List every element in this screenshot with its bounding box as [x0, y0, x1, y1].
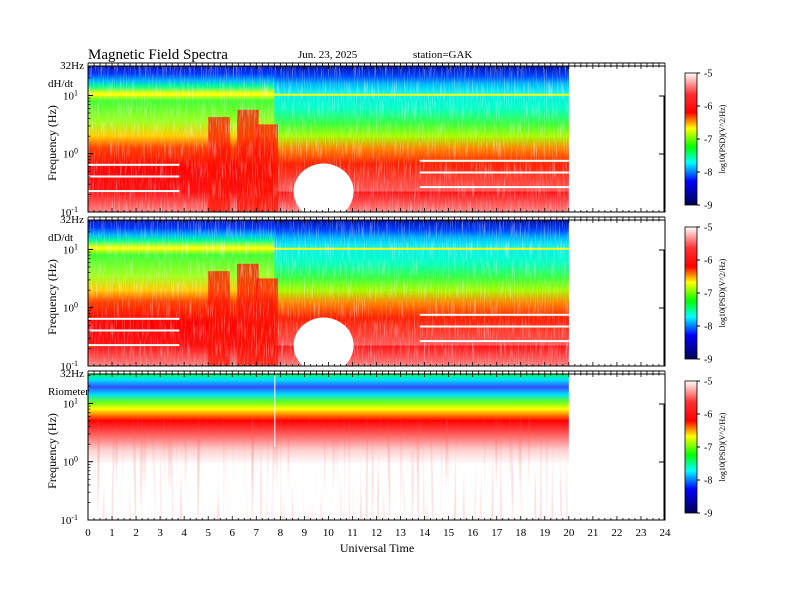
colorbar-tick-label: -6 [704, 102, 712, 113]
colorbar-tick-label: -6 [704, 410, 712, 421]
ytick-label: 101 [63, 396, 78, 410]
spectrogram-image [88, 374, 569, 520]
top-frequency-label: 32Hz [60, 60, 84, 72]
noise-texture [88, 66, 569, 212]
colorbar-tick-label: -7 [704, 135, 712, 146]
xtick-label: 12 [371, 527, 382, 539]
ytick-label: 100 [63, 455, 78, 469]
xtick-label: 14 [419, 527, 431, 539]
xtick-label: 20 [563, 527, 575, 539]
panel-name: Riometer [48, 386, 89, 398]
xtick-label: 4 [181, 527, 187, 539]
xtick-label: 2 [133, 527, 139, 539]
xtick-label: 8 [278, 527, 284, 539]
y-axis-label: Frequency (Hz) [45, 259, 59, 335]
xtick-label: 23 [635, 527, 647, 539]
panel-name: dH/dt [48, 78, 73, 90]
xtick-label: 17 [491, 527, 503, 539]
y-axis-label: Frequency (Hz) [45, 105, 59, 181]
xtick-label: 22 [611, 527, 622, 539]
spectrogram-image [88, 220, 569, 374]
xtick-label: 24 [660, 527, 672, 539]
x-axis: 0 1 2 3 4 5 6 7 8 9 10 11 12 13 14 15 16 17 18 19 20 21 22 23 24 [85, 527, 671, 539]
colorbar-tick-label: -9 [704, 201, 712, 212]
colorbar [684, 380, 698, 514]
ytick-label: 100 [63, 301, 78, 315]
ytick-label: 10-1 [60, 513, 78, 527]
colorbar-tick-label: -8 [704, 322, 712, 333]
noise-texture [88, 220, 569, 366]
spectrogram-image [88, 66, 569, 220]
noise-streaks [88, 417, 569, 520]
xtick-label: 0 [85, 527, 91, 539]
xtick-label: 18 [515, 527, 527, 539]
colorbar-tick-label: -8 [704, 168, 712, 179]
colorbar-tick-label: -5 [704, 69, 712, 80]
x-axis-label: Universal Time [340, 541, 414, 555]
colorbar-tick-label: -7 [704, 443, 712, 454]
xtick-label: 19 [539, 527, 551, 539]
ytick-label: 101 [63, 242, 78, 256]
y-axis-label: Frequency (Hz) [45, 413, 59, 489]
colorbar-tick-label: -7 [704, 289, 712, 300]
xtick-label: 16 [467, 527, 479, 539]
ytick-label: 100 [63, 147, 78, 161]
colorbar [684, 72, 698, 206]
colorbar-tick-label: -9 [704, 355, 712, 366]
colorbar-tick-label: -8 [704, 476, 712, 487]
station-label: station=GAK [413, 49, 472, 61]
top-frequency-label: 32Hz [60, 368, 84, 380]
panel-riometer: 32Hz Riometer Frequency (Hz) 101 100 10-1 -5 -6… [45, 368, 727, 527]
colorbar-tick-label: -6 [704, 256, 712, 267]
xtick-label: 7 [254, 527, 260, 539]
colorbar-tick-label: -5 [704, 377, 712, 388]
xtick-label: 1 [109, 527, 115, 539]
xtick-label: 21 [587, 527, 598, 539]
colorbar-tick-label: -9 [704, 509, 712, 520]
colorbar-label: log10(PSD)(V^2/Hz) [718, 104, 727, 173]
panel-name: dD/dt [48, 232, 73, 244]
data-gap-line [274, 374, 276, 447]
figure-title: Magnetic Field Spectra [88, 47, 228, 63]
xtick-label: 9 [302, 527, 308, 539]
spectrogram-panels: 32Hz dH/dt Frequency (Hz) 101 100 10-1 -5 -6 -7 -… [45, 60, 727, 527]
colorbar-label: log10(PSD)(V^2/Hz) [718, 412, 727, 481]
xtick-label: 15 [443, 527, 455, 539]
xtick-label: 13 [395, 527, 407, 539]
xtick-label: 5 [205, 527, 211, 539]
colorbar-tick-label: -5 [704, 223, 712, 234]
xtick-label: 6 [230, 527, 236, 539]
xtick-label: 11 [347, 527, 358, 539]
ytick-label: 101 [63, 88, 78, 102]
colorbar-label: log10(PSD)(V^2/Hz) [718, 258, 727, 327]
date-label: Jun. 23, 2025 [298, 49, 358, 61]
colorbar [684, 226, 698, 360]
xtick-label: 10 [323, 527, 335, 539]
xtick-label: 3 [157, 527, 163, 539]
top-frequency-label: 32Hz [60, 214, 84, 226]
